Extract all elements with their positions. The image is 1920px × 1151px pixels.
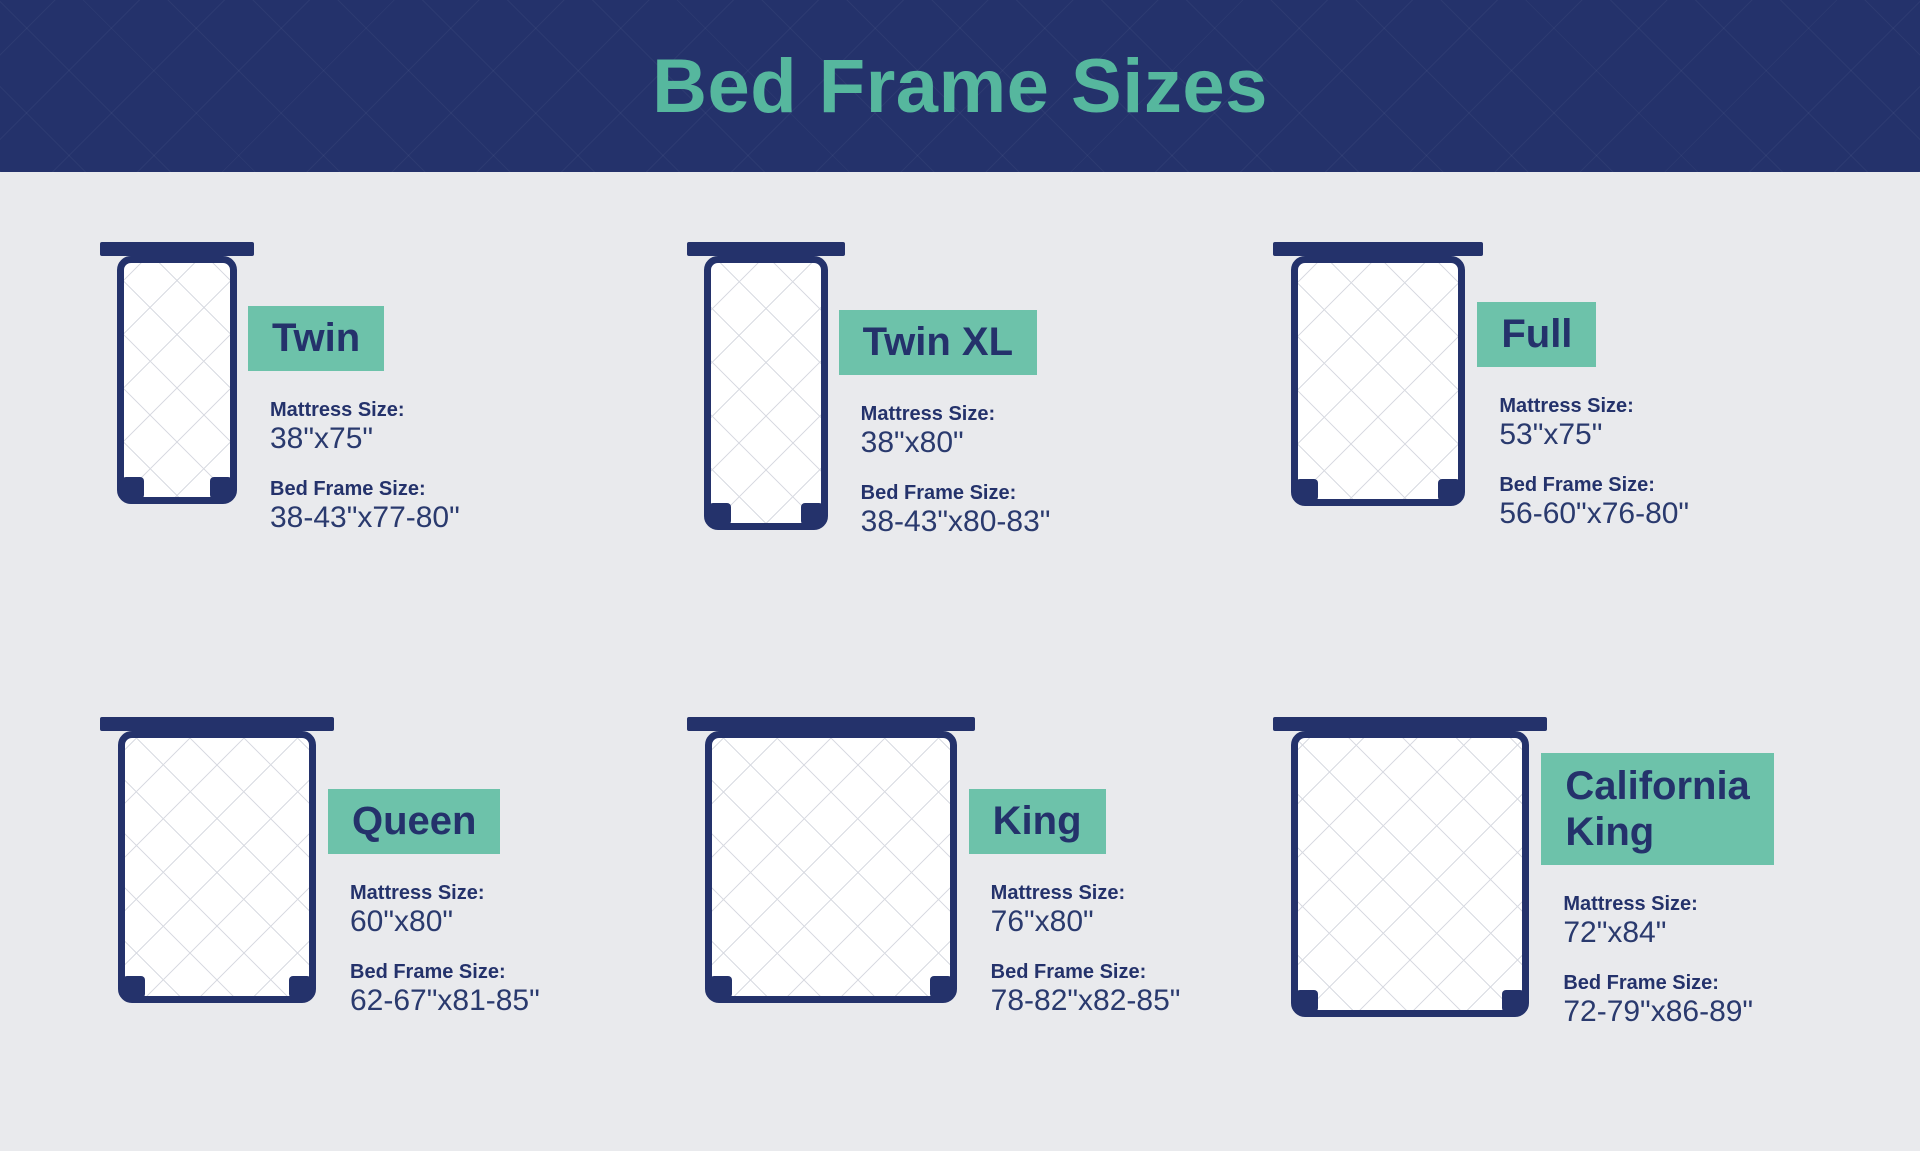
bed-foot — [1438, 479, 1460, 501]
bed-foot — [1502, 990, 1524, 1012]
bed-foot — [210, 477, 232, 499]
bed-foot — [123, 976, 145, 998]
bed-foot — [1296, 990, 1318, 1012]
mattress-size-label: Mattress Size: — [270, 399, 460, 422]
header-banner: Bed Frame Sizes — [0, 0, 1920, 172]
size-info: CaliforniaKing Mattress Size:72"x84" Bed F… — [1541, 753, 1773, 1029]
mattress-size-value: 76"x80" — [991, 905, 1181, 939]
bed-foot — [289, 976, 311, 998]
bed-foot — [122, 477, 144, 499]
frame-size-label: Bed Frame Size: — [1563, 972, 1773, 995]
frame-size-value: 38-43"x80-83" — [861, 505, 1051, 539]
size-info: Queen Mattress Size:60"x80" Bed Frame Size… — [328, 789, 540, 1018]
size-cell: King Mattress Size:76"x80" Bed Frame Size:… — [687, 717, 1234, 1092]
frame-size-label: Bed Frame Size: — [270, 478, 460, 501]
mattress-size-label: Mattress Size: — [350, 882, 540, 905]
mattress-size-label: Mattress Size: — [991, 882, 1181, 905]
headboard — [1273, 717, 1547, 731]
headboard — [100, 717, 334, 731]
bed-foot — [801, 503, 823, 525]
size-cell: Full Mattress Size:53"x75" Bed Frame Size:… — [1273, 242, 1820, 617]
headboard — [687, 242, 845, 256]
mattress-size-value: 60"x80" — [350, 905, 540, 939]
bed-frame — [1291, 731, 1529, 1017]
size-cell: Queen Mattress Size:60"x80" Bed Frame Size… — [100, 717, 647, 1092]
size-info: Twin XL Mattress Size:38"x80" Bed Frame Si… — [839, 310, 1051, 539]
frame-size-value: 78-82"x82-85" — [991, 984, 1181, 1018]
headboard — [1273, 242, 1483, 256]
headboard — [100, 242, 254, 256]
frame-size-value: 72-79"x86-89" — [1563, 995, 1773, 1029]
mattress-size-label: Mattress Size: — [1563, 893, 1773, 916]
bed-foot — [710, 976, 732, 998]
bed-foot — [930, 976, 952, 998]
size-info: King Mattress Size:76"x80" Bed Frame Size:… — [969, 789, 1181, 1018]
mattress-size-label: Mattress Size: — [861, 403, 1051, 426]
size-name-tag: King — [969, 789, 1106, 854]
size-grid: TwinMattress Size:38"x75"Bed Frame Size:… — [0, 172, 1920, 1151]
frame-size-label: Bed Frame Size: — [350, 961, 540, 984]
frame-size-label: Bed Frame Size: — [861, 482, 1051, 505]
bed-illustration — [100, 242, 254, 504]
bed-illustration — [100, 717, 334, 1003]
size-name-tag: Twin XL — [839, 310, 1037, 375]
frame-size-label: Bed Frame Size: — [1499, 474, 1689, 497]
bed-foot — [709, 503, 731, 525]
size-name-tag: Queen — [328, 789, 500, 854]
size-cell: Twin XL Mattress Size:38"x80" Bed Frame Si… — [687, 242, 1234, 617]
frame-size-value: 38-43"x77-80" — [270, 501, 460, 535]
bed-foot — [1296, 479, 1318, 501]
size-name-tag: CaliforniaKing — [1541, 753, 1773, 865]
bed-frame — [117, 256, 237, 504]
frame-size-label: Bed Frame Size: — [991, 961, 1181, 984]
bed-illustration — [687, 242, 845, 530]
bed-frame — [118, 731, 316, 1003]
mattress-size-value: 53"x75" — [1499, 418, 1689, 452]
bed-frame — [704, 256, 828, 530]
frame-size-value: 62-67"x81-85" — [350, 984, 540, 1018]
mattress-size-label: Mattress Size: — [1499, 395, 1689, 418]
mattress-size-value: 38"x75" — [270, 422, 460, 456]
size-name-tag: Full — [1477, 302, 1596, 367]
bed-frame — [705, 731, 957, 1003]
size-cell: CaliforniaKing Mattress Size:72"x84" Bed F… — [1273, 717, 1820, 1092]
bed-illustration — [687, 717, 975, 1003]
bed-illustration — [1273, 717, 1547, 1017]
size-name-tag: Twin — [248, 306, 384, 371]
size-info: Full Mattress Size:53"x75" Bed Frame Size:… — [1477, 302, 1689, 531]
bed-illustration — [1273, 242, 1483, 506]
page-title: Bed Frame Sizes — [652, 43, 1268, 130]
headboard — [687, 717, 975, 731]
size-info: Twin Mattress Size:38"x75" Bed Frame Size:… — [248, 306, 460, 535]
frame-size-value: 56-60"x76-80" — [1499, 497, 1689, 531]
bed-frame — [1291, 256, 1465, 506]
mattress-size-value: 72"x84" — [1563, 916, 1773, 950]
mattress-size-value: 38"x80" — [861, 426, 1051, 460]
size-cell: Twin Mattress Size:38"x75" Bed Frame Size:… — [100, 242, 647, 617]
